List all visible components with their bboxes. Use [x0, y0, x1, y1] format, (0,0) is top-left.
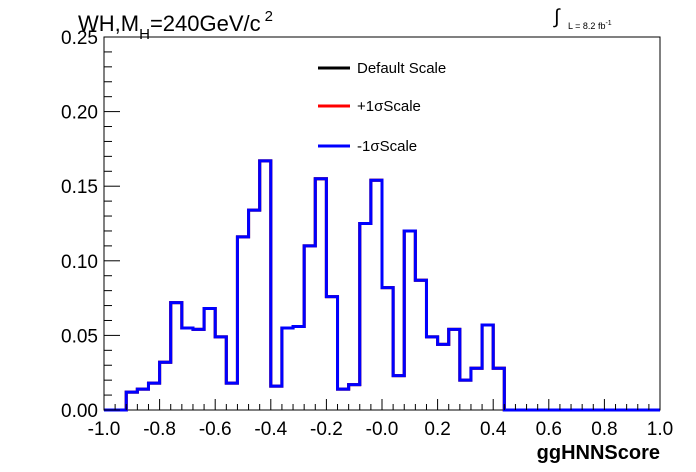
chart-title: WH,MH=240GeV/c 2	[78, 8, 273, 43]
y-tick-label: 0.00	[61, 401, 98, 422]
luminosity-unit-exponent: -1	[605, 20, 612, 27]
legend-label: +1σScale	[357, 98, 421, 115]
axis-layer: -1.0 -0.8 -0.6 -0.4 -0.2 -0.0 0.2 0.4 0.6 0.8 1.0 0…	[61, 28, 673, 464]
title-base: WH,M	[78, 11, 140, 36]
y-tick-label: 0.20	[61, 103, 98, 124]
x-tick-label: -0.0	[366, 419, 399, 440]
y-tick-label: 0.05	[61, 326, 98, 347]
x-tick-label: 0.8	[591, 419, 617, 440]
y-tick-label: 0.15	[61, 177, 98, 198]
luminosity-value: L = 8.2 fb	[568, 21, 606, 31]
title-subscript: H	[139, 26, 150, 43]
legend: Default Scale +1σScale -1σScale	[318, 60, 446, 155]
x-tick-label: -0.2	[310, 419, 343, 440]
series-layer	[104, 159, 660, 412]
y-tick-label: 0.25	[61, 28, 98, 49]
x-tick-label: 0.4	[480, 419, 507, 440]
luminosity-text: L = 8.2 fb-1	[568, 20, 612, 31]
x-tick-label: 0.2	[424, 419, 450, 440]
legend-label: Default Scale	[357, 60, 446, 77]
histogram-series-line	[104, 159, 660, 412]
integral-symbol: ∫	[554, 6, 560, 28]
x-tick-label: -0.6	[199, 419, 232, 440]
x-tick-label: -1.0	[88, 419, 121, 440]
x-tick-label: -0.4	[254, 419, 287, 440]
x-tick-label: 1.0	[647, 419, 673, 440]
y-tick-label: 0.10	[61, 252, 98, 273]
legend-label: -1σScale	[357, 138, 417, 155]
title-superscript: 2	[264, 8, 273, 25]
x-axis-label: ggHNNScore	[537, 442, 660, 464]
title-rest: =240GeV/c	[149, 11, 261, 36]
x-tick-label: 0.6	[536, 419, 562, 440]
x-tick-label: -0.8	[143, 419, 176, 440]
